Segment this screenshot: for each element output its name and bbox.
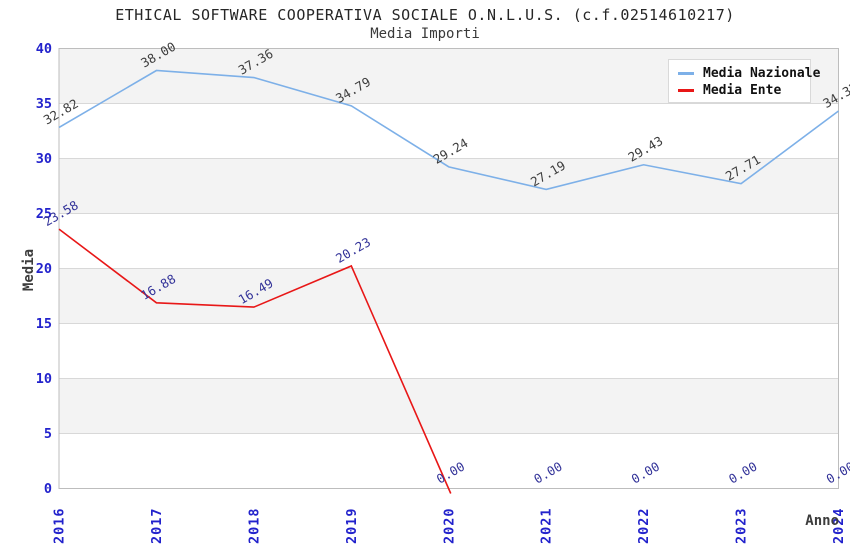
svg-text:5: 5	[44, 426, 52, 442]
svg-text:0: 0	[44, 481, 52, 497]
svg-text:2024: 2024	[831, 507, 847, 544]
svg-text:2020: 2020	[441, 507, 457, 544]
legend-swatch-media-nazionale	[678, 72, 694, 75]
point-label: 0.00	[726, 459, 760, 487]
legend: Media Nazionale Media Ente	[668, 59, 820, 103]
legend-label-media-nazionale: Media Nazionale	[703, 66, 821, 81]
plot-bands	[59, 48, 839, 434]
point-label: 0.00	[434, 459, 468, 487]
svg-text:10: 10	[36, 371, 52, 387]
point-label: 20.23	[333, 234, 373, 266]
svg-text:25: 25	[36, 206, 52, 222]
y-axis-title: Media	[21, 249, 37, 291]
svg-text:2018: 2018	[246, 507, 262, 544]
svg-text:2017: 2017	[149, 507, 165, 544]
chart-subtitle: Media Importi	[370, 26, 480, 42]
svg-text:2021: 2021	[539, 507, 555, 544]
x-axis-title: Anno	[805, 513, 839, 529]
svg-text:2022: 2022	[636, 507, 652, 544]
legend-swatch-media-ente	[678, 89, 694, 92]
legend-label-media-ente: Media Ente	[703, 83, 782, 98]
point-label: 0.00	[531, 459, 565, 487]
legend-item-media-ente: Media Ente	[678, 82, 810, 99]
x-tick-labels: 2016 2017 2018 2019 2020 2021 2022 2023 2024	[52, 507, 848, 544]
svg-text:30: 30	[36, 151, 52, 167]
svg-text:2023: 2023	[734, 507, 750, 544]
svg-text:40: 40	[36, 41, 52, 57]
point-label: 0.00	[823, 459, 850, 487]
series-line-1	[58, 228, 452, 494]
svg-text:15: 15	[36, 316, 52, 332]
legend-item-media-nazionale: Media Nazionale	[678, 65, 820, 82]
series-line-0	[58, 69, 839, 191]
svg-text:2019: 2019	[344, 507, 360, 544]
svg-text:2016: 2016	[52, 507, 68, 544]
y-tick-labels: 0 5 10 15 20 25 30 35 40	[36, 41, 52, 497]
svg-text:20: 20	[36, 261, 52, 277]
point-label: 0.00	[629, 459, 663, 487]
chart-title: ETHICAL SOFTWARE COOPERATIVA SOCIALE O.N…	[115, 6, 735, 24]
svg-text:35: 35	[36, 96, 52, 112]
